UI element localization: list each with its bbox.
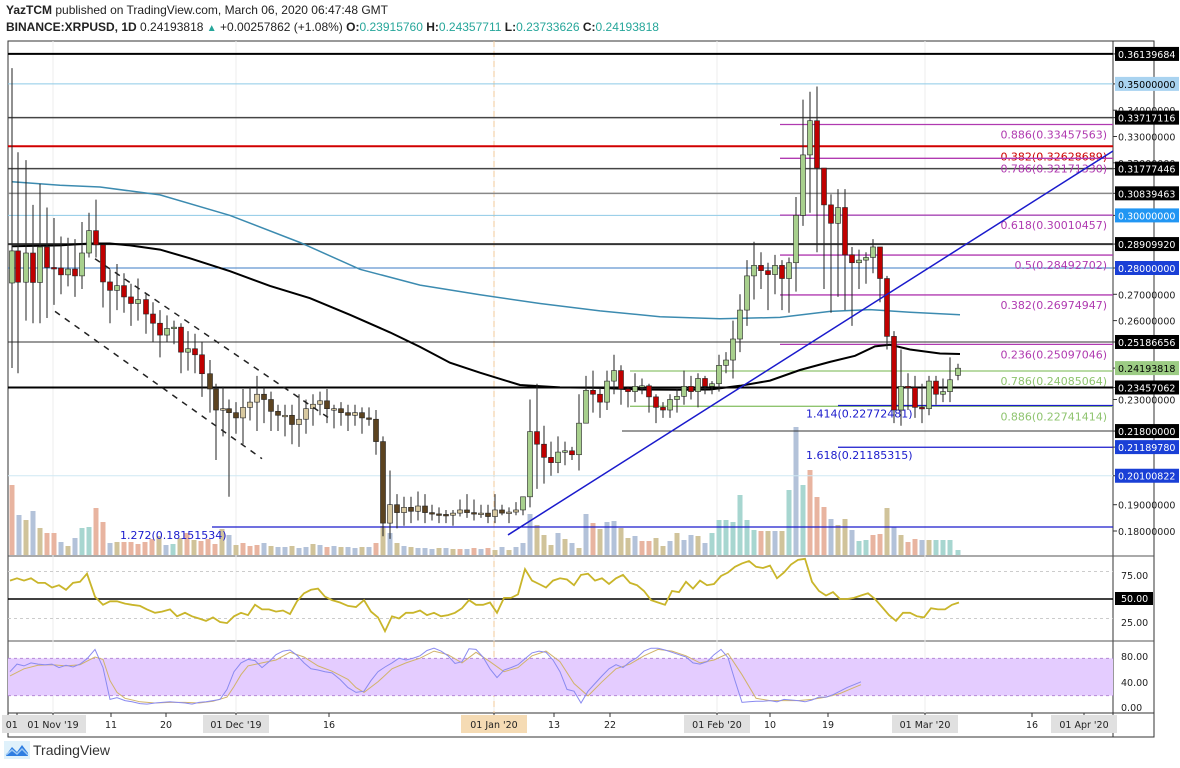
svg-text:0.26000000: 0.26000000 — [1118, 317, 1175, 328]
author-name: YazTCM — [6, 3, 53, 17]
tradingview-logo[interactable]: TradingView — [4, 741, 110, 759]
price-axis[interactable]: 0.361396840.350000000.340000000.33717116… — [1113, 46, 1179, 538]
svg-text:0.19000000: 0.19000000 — [1118, 501, 1175, 512]
moving-averages — [11, 180, 961, 391]
svg-text:01 Apr '20: 01 Apr '20 — [1059, 720, 1108, 731]
svg-text:0.36139684: 0.36139684 — [1118, 50, 1175, 61]
tradingview-logo-icon — [4, 741, 30, 759]
svg-text:0.31777446: 0.31777446 — [1118, 165, 1175, 176]
drawings — [54, 150, 1114, 536]
ohlc-line: BINANCE:XRPUSD, 1D 0.24193818 ▲ +0.00257… — [6, 20, 659, 34]
svg-text:16: 16 — [1026, 720, 1038, 731]
svg-text:0.30839463: 0.30839463 — [1118, 189, 1175, 200]
chart-frame — [7, 40, 1155, 738]
svg-text:0.18000000: 0.18000000 — [1118, 527, 1175, 538]
svg-text:25.00: 25.00 — [1121, 618, 1148, 629]
svg-text:10: 10 — [764, 720, 776, 731]
svg-text:0.35000000: 0.35000000 — [1118, 80, 1175, 91]
svg-text:01 Nov '19: 01 Nov '19 — [27, 720, 78, 731]
svg-text:0.786(0.24085064): 0.786(0.24085064) — [1000, 375, 1107, 388]
svg-text:0.21800000: 0.21800000 — [1118, 427, 1175, 438]
volume-bars — [9, 427, 961, 555]
svg-text:01 Mar '20: 01 Mar '20 — [900, 720, 951, 731]
svg-text:20: 20 — [160, 720, 172, 731]
publish-info: published on TradingView.com, March 06, … — [55, 3, 389, 17]
svg-text:40.00: 40.00 — [1121, 678, 1148, 689]
close-value: 0.24193818 — [595, 20, 659, 34]
up-arrow-icon: ▲ — [206, 23, 217, 34]
svg-text:01 Feb '20: 01 Feb '20 — [692, 720, 742, 731]
svg-text:0.30000000: 0.30000000 — [1118, 211, 1175, 222]
chart-header: YazTCM published on TradingView.com, Mar… — [6, 2, 659, 37]
svg-text:0.20100822: 0.20100822 — [1118, 472, 1175, 483]
svg-text:75.00: 75.00 — [1121, 571, 1148, 582]
svg-text:0.618(0.30010457): 0.618(0.30010457) — [1000, 219, 1107, 232]
svg-text:0.00: 0.00 — [1121, 703, 1142, 714]
svg-text:0.5(0.28492702): 0.5(0.28492702) — [1014, 259, 1107, 272]
svg-text:0.382(0.32628689): 0.382(0.32628689) — [1000, 150, 1107, 163]
candlesticks[interactable] — [9, 68, 961, 539]
svg-text:0.23000000: 0.23000000 — [1118, 396, 1175, 407]
svg-text:0.28000000: 0.28000000 — [1118, 264, 1175, 275]
svg-text:1.414(0.22772481): 1.414(0.22772481) — [806, 407, 913, 420]
svg-text:1.618(0.21185315): 1.618(0.21185315) — [806, 449, 913, 462]
last-price: 0.24193818 — [140, 20, 204, 34]
time-axis[interactable]: 01 O 01 Nov '19 11 20 01 Dec '19 16 01 Jan '20… — [2, 713, 1117, 733]
svg-text:0.33000000: 0.33000000 — [1118, 133, 1175, 144]
svg-text:50.00: 50.00 — [1121, 594, 1148, 605]
svg-text:19: 19 — [822, 720, 834, 731]
open-value: 0.23915760 — [359, 20, 423, 34]
svg-text:22: 22 — [604, 720, 616, 731]
svg-text:1.272(0.18151534): 1.272(0.18151534) — [120, 529, 227, 542]
svg-text:11: 11 — [105, 720, 117, 731]
svg-text:0.28909920: 0.28909920 — [1118, 240, 1175, 251]
svg-text:01 Jan '20: 01 Jan '20 — [470, 720, 517, 731]
rsi-pane[interactable]: 75.00 50.00 25.00 — [8, 557, 1153, 634]
svg-text:0.21189780: 0.21189780 — [1118, 443, 1175, 454]
svg-text:0.886(0.33457563): 0.886(0.33457563) — [1000, 128, 1107, 141]
svg-text:0.236(0.25097046): 0.236(0.25097046) — [1000, 348, 1107, 361]
high-value: 0.24357711 — [438, 20, 502, 34]
publish-line: YazTCM published on TradingView.com, Mar… — [6, 2, 659, 19]
svg-text:0.25186656: 0.25186656 — [1118, 338, 1175, 349]
svg-text:0.27000000: 0.27000000 — [1118, 290, 1175, 301]
price-change: +0.00257862 (+1.08%) — [220, 20, 343, 34]
svg-text:80.00: 80.00 — [1121, 652, 1148, 663]
stoch-rsi-pane[interactable]: 80.00 40.00 0.00 — [8, 647, 1148, 714]
tradingview-brand: TradingView — [33, 742, 111, 758]
svg-text:01 O: 01 O — [6, 720, 29, 731]
svg-text:0.24193818: 0.24193818 — [1118, 364, 1175, 375]
svg-text:16: 16 — [323, 720, 335, 731]
low-value: 0.23733626 — [516, 20, 580, 34]
svg-text:0.23457062: 0.23457062 — [1118, 383, 1175, 394]
svg-text:01 Dec '19: 01 Dec '19 — [210, 720, 261, 731]
svg-text:13: 13 — [548, 720, 560, 731]
symbol-label: BINANCE:XRPUSD, 1D — [6, 20, 137, 34]
horizontal-levels: 0.886(0.33457563) 0.382(0.32628689) 0.786(… — [8, 52, 1113, 542]
svg-text:0.33717116: 0.33717116 — [1118, 114, 1175, 125]
svg-text:0.382(0.26974947): 0.382(0.26974947) — [1000, 299, 1107, 312]
svg-text:0.886(0.22741414): 0.886(0.22741414) — [1000, 410, 1107, 423]
